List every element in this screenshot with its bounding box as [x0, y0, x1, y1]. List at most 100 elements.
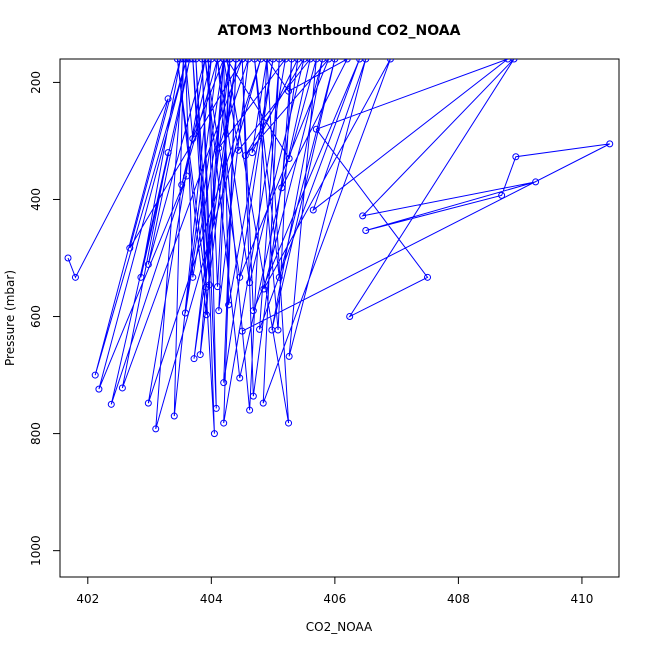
data-point — [225, 301, 233, 309]
data-point — [238, 327, 246, 335]
data-point — [386, 59, 394, 63]
data-point — [202, 311, 210, 319]
data-point — [190, 355, 198, 363]
data-point — [181, 59, 189, 63]
data-point — [498, 191, 506, 199]
data-point — [189, 273, 197, 281]
plot-area — [64, 59, 614, 438]
data-point — [362, 226, 370, 234]
data-point — [198, 59, 206, 63]
data-point — [180, 59, 188, 63]
data-point — [346, 313, 354, 321]
data-point — [236, 374, 244, 382]
data-point — [196, 351, 204, 359]
data-point — [201, 59, 209, 63]
data-point — [285, 352, 293, 360]
y-axis: 200 400 600 800 1000 — [29, 71, 60, 566]
data-point — [306, 59, 314, 63]
data-point — [285, 87, 293, 95]
data-point — [606, 140, 614, 148]
data-point — [71, 273, 79, 281]
data-point — [309, 206, 317, 214]
chart-title: ATOM3 Northbound CO2_NOAA — [218, 23, 461, 39]
data-point — [238, 59, 246, 63]
data-point — [176, 59, 184, 63]
x-tick-label: 404 — [200, 592, 223, 606]
data-point — [312, 59, 320, 63]
data-point — [246, 406, 254, 414]
data-point — [183, 172, 191, 180]
data-point — [210, 430, 218, 438]
data-point — [220, 419, 228, 427]
data-point — [246, 279, 254, 287]
data-point — [249, 392, 257, 400]
x-axis: 402 404 406 408 410 — [76, 577, 593, 606]
data-point — [532, 178, 540, 186]
data-point — [107, 400, 115, 408]
x-tick-label: 410 — [570, 592, 593, 606]
series-line — [67, 59, 610, 434]
y-tick-label: 400 — [29, 188, 43, 211]
data-point — [278, 184, 286, 192]
data-point — [512, 153, 520, 161]
data-point — [144, 260, 152, 268]
data-point — [256, 325, 264, 333]
data-point — [220, 379, 228, 387]
data-point — [173, 59, 181, 63]
data-point — [126, 244, 134, 252]
data-point — [249, 307, 257, 315]
data-point — [204, 59, 212, 63]
data-point — [236, 273, 244, 281]
data-point — [91, 371, 99, 379]
data-point — [285, 419, 293, 427]
data-point — [64, 254, 72, 262]
data-point — [223, 59, 231, 63]
data-point — [137, 273, 145, 281]
data-point — [118, 384, 126, 392]
data-point — [325, 59, 333, 63]
data-point — [343, 59, 351, 63]
data-point — [260, 285, 268, 293]
x-tick-label: 408 — [447, 592, 470, 606]
data-point — [281, 59, 289, 63]
y-tick-label: 200 — [29, 71, 43, 94]
data-point — [504, 59, 512, 63]
data-point — [186, 59, 194, 63]
data-point — [319, 59, 327, 63]
data-point — [263, 59, 271, 63]
plot-frame — [59, 58, 620, 578]
x-tick-label: 402 — [76, 592, 99, 606]
data-point — [248, 149, 256, 157]
data-point — [214, 283, 222, 291]
data-point — [152, 425, 160, 433]
data-point — [215, 144, 223, 152]
data-point — [215, 307, 223, 315]
data-point — [359, 212, 367, 220]
data-point — [212, 404, 220, 412]
data-point — [274, 326, 282, 334]
data-point — [164, 149, 172, 157]
data-point — [207, 59, 215, 63]
data-point — [226, 59, 234, 63]
data-point — [251, 59, 259, 63]
data-point — [232, 59, 240, 63]
data-point — [244, 59, 252, 63]
data-point — [181, 309, 189, 317]
data-point — [189, 59, 197, 63]
y-tick-label: 800 — [29, 422, 43, 445]
x-axis-label: CO2_NOAA — [306, 620, 373, 634]
data-point — [241, 152, 249, 160]
y-axis-label: Pressure (mbar) — [3, 270, 17, 366]
data-point — [205, 281, 213, 289]
data-point — [356, 59, 364, 63]
data-point — [178, 181, 186, 189]
data-point — [294, 59, 302, 63]
data-point — [312, 125, 320, 133]
data-point — [424, 273, 432, 281]
x-tick-label: 406 — [323, 592, 346, 606]
data-point — [164, 95, 172, 103]
data-point — [235, 146, 243, 154]
data-point — [275, 59, 283, 63]
data-point — [220, 59, 228, 63]
